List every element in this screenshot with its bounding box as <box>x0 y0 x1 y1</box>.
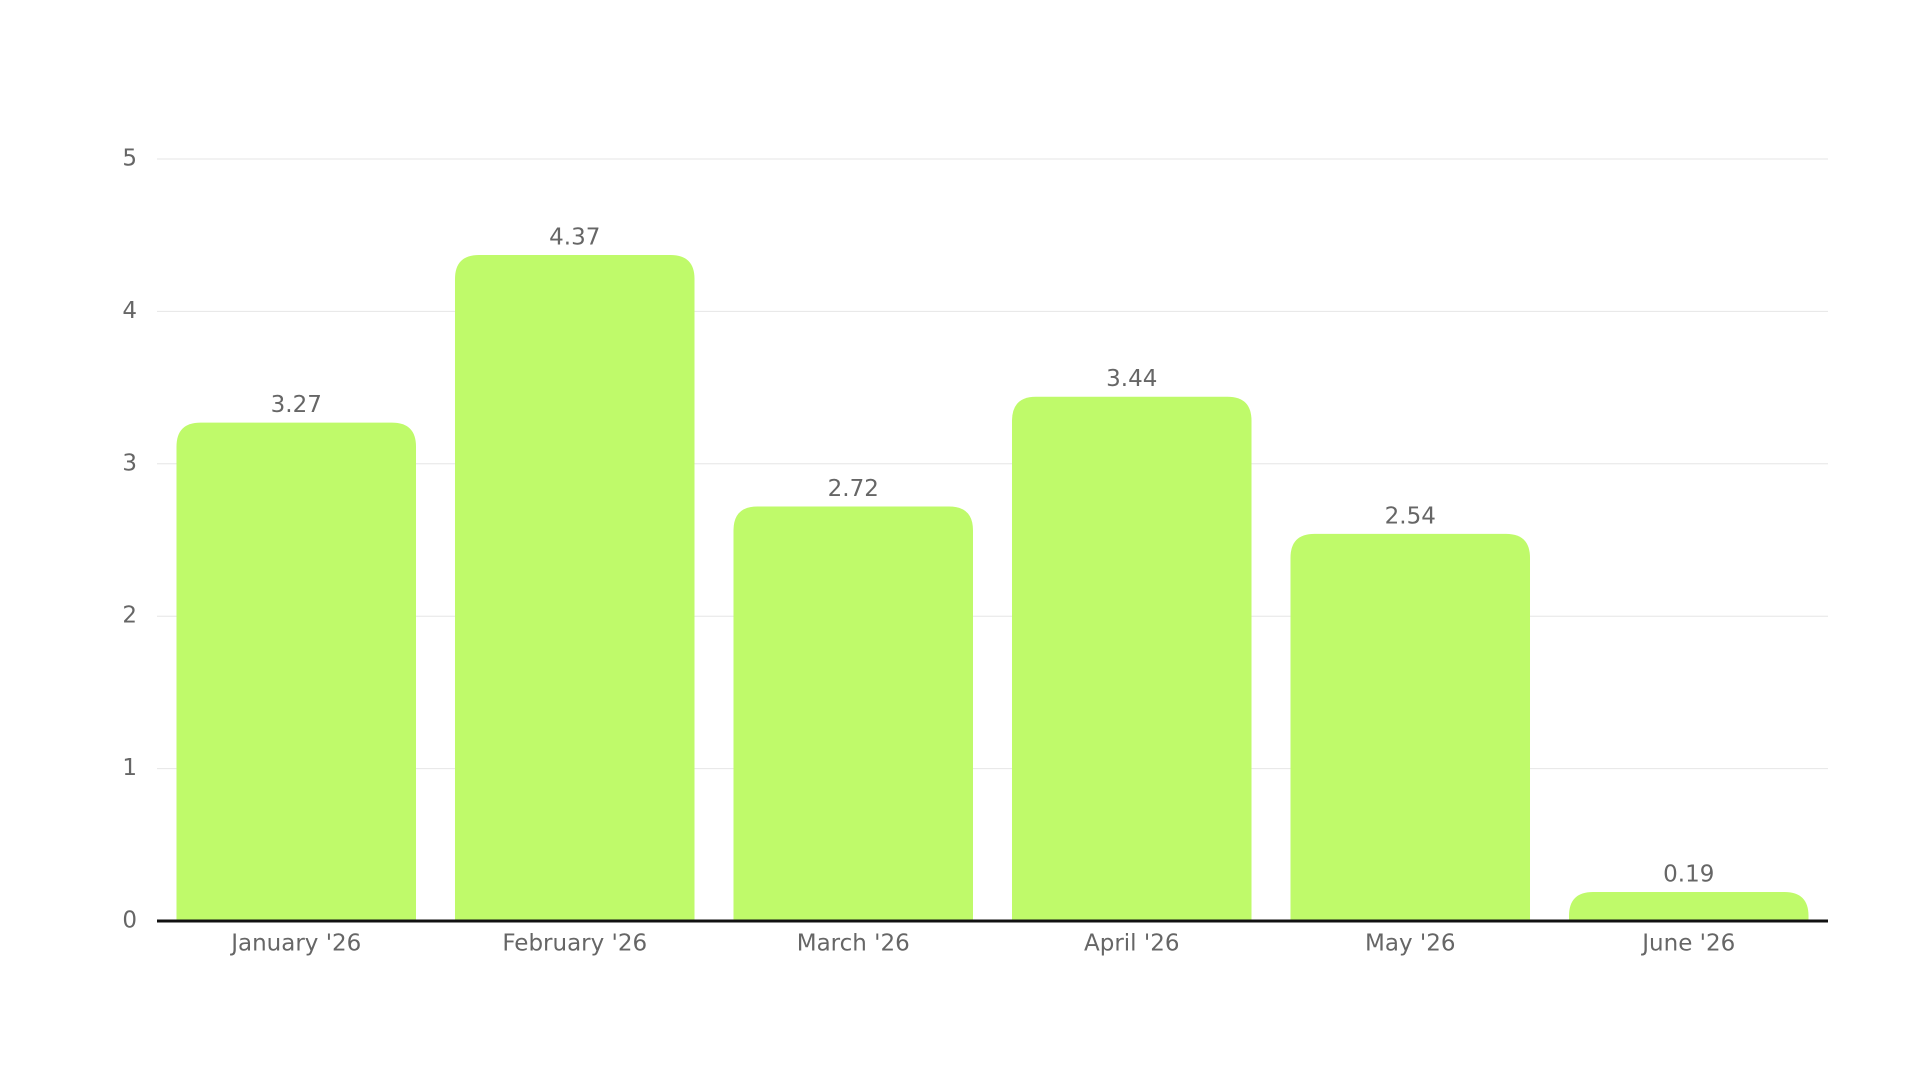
bar <box>1290 533 1531 921</box>
x-tick-label: February '26 <box>502 931 647 957</box>
x-tick-label: January '26 <box>229 931 361 957</box>
y-tick-label: 2 <box>122 603 137 629</box>
value-label: 4.37 <box>549 225 600 251</box>
y-tick-label: 3 <box>122 450 137 476</box>
y-tick-label: 0 <box>122 908 137 934</box>
value-label: 3.44 <box>1106 366 1157 392</box>
x-tick-label: March '26 <box>797 931 910 957</box>
value-label: 2.72 <box>828 476 879 502</box>
y-tick-label: 4 <box>122 298 137 324</box>
x-tick-label: June '26 <box>1640 931 1735 957</box>
bar <box>454 255 695 922</box>
y-tick-label: 5 <box>122 146 137 172</box>
bar <box>1011 396 1252 921</box>
value-label: 0.19 <box>1663 862 1714 888</box>
bar <box>733 506 974 921</box>
bar <box>176 422 417 921</box>
value-label: 2.54 <box>1385 503 1436 529</box>
value-label: 3.27 <box>271 392 322 418</box>
x-tick-label: May '26 <box>1365 931 1455 957</box>
x-tick-label: April '26 <box>1084 931 1179 957</box>
bar <box>1568 892 1809 921</box>
y-tick-label: 1 <box>122 755 137 781</box>
